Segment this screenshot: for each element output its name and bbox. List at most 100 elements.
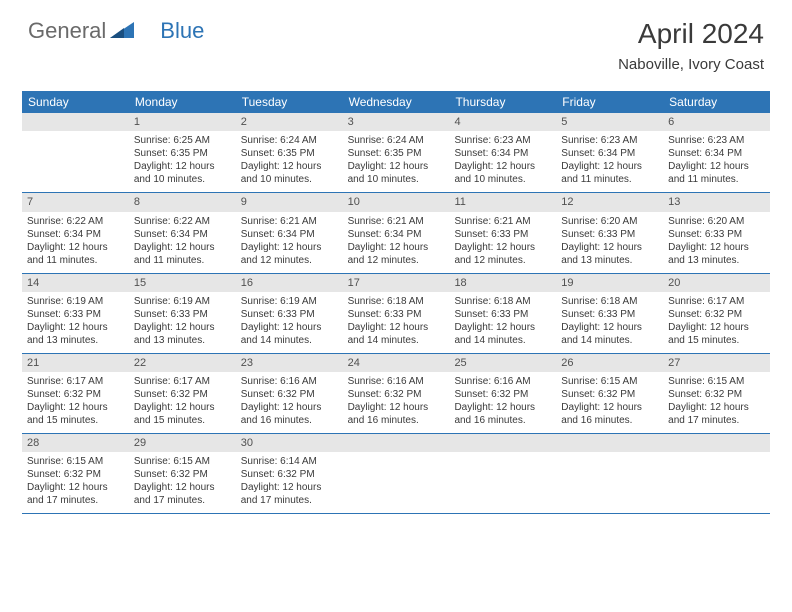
day-cell: 11Sunrise: 6:21 AMSunset: 6:33 PMDayligh… <box>449 193 556 272</box>
day-number: 13 <box>663 193 770 211</box>
sunrise-text: Sunrise: 6:22 AM <box>27 215 124 228</box>
location-label: Naboville, Ivory Coast <box>618 56 764 73</box>
day-cell: 22Sunrise: 6:17 AMSunset: 6:32 PMDayligh… <box>129 354 236 433</box>
day-number: 12 <box>556 193 663 211</box>
day-body: Sunrise: 6:15 AMSunset: 6:32 PMDaylight:… <box>556 372 663 433</box>
day-body: Sunrise: 6:15 AMSunset: 6:32 PMDaylight:… <box>129 452 236 513</box>
sunset-text: Sunset: 6:35 PM <box>134 147 231 160</box>
day-cell <box>343 434 450 513</box>
daylight-text: Daylight: 12 hours and 16 minutes. <box>561 401 658 427</box>
day-number: 8 <box>129 193 236 211</box>
week-row: 28Sunrise: 6:15 AMSunset: 6:32 PMDayligh… <box>22 434 770 514</box>
day-number: 25 <box>449 354 556 372</box>
day-number: 20 <box>663 274 770 292</box>
sunrise-text: Sunrise: 6:24 AM <box>348 134 445 147</box>
daylight-text: Daylight: 12 hours and 11 minutes. <box>668 160 765 186</box>
daylight-text: Daylight: 12 hours and 16 minutes. <box>348 401 445 427</box>
day-cell: 12Sunrise: 6:20 AMSunset: 6:33 PMDayligh… <box>556 193 663 272</box>
day-body <box>663 452 770 474</box>
sunrise-text: Sunrise: 6:23 AM <box>454 134 551 147</box>
sunset-text: Sunset: 6:33 PM <box>454 228 551 241</box>
day-body: Sunrise: 6:17 AMSunset: 6:32 PMDaylight:… <box>22 372 129 433</box>
sunrise-text: Sunrise: 6:21 AM <box>241 215 338 228</box>
day-body: Sunrise: 6:20 AMSunset: 6:33 PMDaylight:… <box>663 212 770 273</box>
day-cell: 30Sunrise: 6:14 AMSunset: 6:32 PMDayligh… <box>236 434 343 513</box>
day-cell: 19Sunrise: 6:18 AMSunset: 6:33 PMDayligh… <box>556 274 663 353</box>
day-number: 26 <box>556 354 663 372</box>
day-body: Sunrise: 6:24 AMSunset: 6:35 PMDaylight:… <box>236 131 343 192</box>
day-number <box>343 434 450 452</box>
day-number: 7 <box>22 193 129 211</box>
day-cell: 21Sunrise: 6:17 AMSunset: 6:32 PMDayligh… <box>22 354 129 433</box>
day-body: Sunrise: 6:15 AMSunset: 6:32 PMDaylight:… <box>22 452 129 513</box>
sunrise-text: Sunrise: 6:18 AM <box>561 295 658 308</box>
calendar: SundayMondayTuesdayWednesdayThursdayFrid… <box>22 91 770 514</box>
day-number <box>663 434 770 452</box>
sunset-text: Sunset: 6:32 PM <box>348 388 445 401</box>
day-cell: 9Sunrise: 6:21 AMSunset: 6:34 PMDaylight… <box>236 193 343 272</box>
day-number: 16 <box>236 274 343 292</box>
daylight-text: Daylight: 12 hours and 15 minutes. <box>668 321 765 347</box>
sunset-text: Sunset: 6:34 PM <box>134 228 231 241</box>
day-cell: 7Sunrise: 6:22 AMSunset: 6:34 PMDaylight… <box>22 193 129 272</box>
sunrise-text: Sunrise: 6:23 AM <box>561 134 658 147</box>
sunrise-text: Sunrise: 6:20 AM <box>561 215 658 228</box>
day-number <box>22 113 129 131</box>
day-cell: 1Sunrise: 6:25 AMSunset: 6:35 PMDaylight… <box>129 113 236 192</box>
sunrise-text: Sunrise: 6:23 AM <box>668 134 765 147</box>
sunset-text: Sunset: 6:32 PM <box>241 388 338 401</box>
sunset-text: Sunset: 6:34 PM <box>348 228 445 241</box>
daylight-text: Daylight: 12 hours and 13 minutes. <box>561 241 658 267</box>
sunset-text: Sunset: 6:33 PM <box>241 308 338 321</box>
day-number: 22 <box>129 354 236 372</box>
day-body: Sunrise: 6:23 AMSunset: 6:34 PMDaylight:… <box>556 131 663 192</box>
day-number: 15 <box>129 274 236 292</box>
weekday-header-cell: Saturday <box>663 91 770 113</box>
day-cell: 23Sunrise: 6:16 AMSunset: 6:32 PMDayligh… <box>236 354 343 433</box>
daylight-text: Daylight: 12 hours and 13 minutes. <box>27 321 124 347</box>
day-body: Sunrise: 6:21 AMSunset: 6:34 PMDaylight:… <box>236 212 343 273</box>
day-cell: 16Sunrise: 6:19 AMSunset: 6:33 PMDayligh… <box>236 274 343 353</box>
weekday-header-cell: Tuesday <box>236 91 343 113</box>
sunset-text: Sunset: 6:32 PM <box>454 388 551 401</box>
daylight-text: Daylight: 12 hours and 15 minutes. <box>27 401 124 427</box>
day-body: Sunrise: 6:16 AMSunset: 6:32 PMDaylight:… <box>449 372 556 433</box>
daylight-text: Daylight: 12 hours and 14 minutes. <box>241 321 338 347</box>
day-cell: 14Sunrise: 6:19 AMSunset: 6:33 PMDayligh… <box>22 274 129 353</box>
day-number: 3 <box>343 113 450 131</box>
day-number: 17 <box>343 274 450 292</box>
sunset-text: Sunset: 6:33 PM <box>27 308 124 321</box>
week-row: 14Sunrise: 6:19 AMSunset: 6:33 PMDayligh… <box>22 274 770 354</box>
day-cell: 8Sunrise: 6:22 AMSunset: 6:34 PMDaylight… <box>129 193 236 272</box>
day-number <box>449 434 556 452</box>
day-body: Sunrise: 6:15 AMSunset: 6:32 PMDaylight:… <box>663 372 770 433</box>
sunset-text: Sunset: 6:33 PM <box>348 308 445 321</box>
day-number: 4 <box>449 113 556 131</box>
daylight-text: Daylight: 12 hours and 13 minutes. <box>134 321 231 347</box>
logo: General Blue <box>28 18 204 44</box>
day-body: Sunrise: 6:25 AMSunset: 6:35 PMDaylight:… <box>129 131 236 192</box>
day-body: Sunrise: 6:17 AMSunset: 6:32 PMDaylight:… <box>129 372 236 433</box>
day-cell: 6Sunrise: 6:23 AMSunset: 6:34 PMDaylight… <box>663 113 770 192</box>
daylight-text: Daylight: 12 hours and 17 minutes. <box>241 481 338 507</box>
daylight-text: Daylight: 12 hours and 17 minutes. <box>27 481 124 507</box>
sunset-text: Sunset: 6:34 PM <box>241 228 338 241</box>
daylight-text: Daylight: 12 hours and 11 minutes. <box>561 160 658 186</box>
weekday-header-cell: Friday <box>556 91 663 113</box>
day-number: 10 <box>343 193 450 211</box>
daylight-text: Daylight: 12 hours and 11 minutes. <box>27 241 124 267</box>
sunset-text: Sunset: 6:34 PM <box>561 147 658 160</box>
sunrise-text: Sunrise: 6:25 AM <box>134 134 231 147</box>
day-body: Sunrise: 6:22 AMSunset: 6:34 PMDaylight:… <box>22 212 129 273</box>
sunrise-text: Sunrise: 6:18 AM <box>454 295 551 308</box>
day-body <box>449 452 556 474</box>
day-body: Sunrise: 6:17 AMSunset: 6:32 PMDaylight:… <box>663 292 770 353</box>
sunrise-text: Sunrise: 6:17 AM <box>134 375 231 388</box>
sunrise-text: Sunrise: 6:17 AM <box>668 295 765 308</box>
sunrise-text: Sunrise: 6:20 AM <box>668 215 765 228</box>
day-body <box>556 452 663 474</box>
sunset-text: Sunset: 6:32 PM <box>27 468 124 481</box>
sunrise-text: Sunrise: 6:19 AM <box>27 295 124 308</box>
sunrise-text: Sunrise: 6:24 AM <box>241 134 338 147</box>
daylight-text: Daylight: 12 hours and 10 minutes. <box>241 160 338 186</box>
